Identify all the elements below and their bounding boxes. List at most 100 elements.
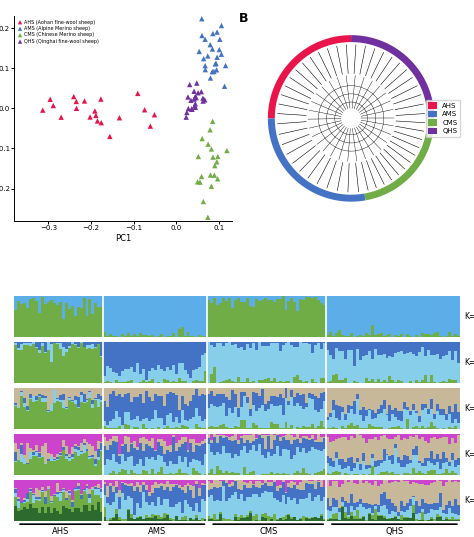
Bar: [439, 516, 442, 517]
Bar: [80, 343, 82, 383]
Bar: [172, 434, 174, 438]
Bar: [181, 520, 183, 521]
Bar: [35, 434, 38, 445]
Bar: [445, 434, 448, 437]
Bar: [385, 335, 389, 337]
Bar: [145, 490, 148, 503]
Bar: [172, 488, 174, 507]
Bar: [383, 472, 385, 475]
Bar: [389, 404, 392, 422]
Bar: [62, 388, 65, 394]
Bar: [409, 296, 412, 336]
Bar: [240, 434, 243, 436]
Bar: [82, 442, 85, 445]
Bar: [454, 404, 457, 419]
Bar: [106, 342, 109, 366]
Bar: [213, 367, 216, 383]
Bar: [323, 342, 326, 343]
Bar: [121, 382, 124, 383]
Bar: [216, 296, 219, 304]
Bar: [130, 336, 133, 337]
AHS (Aohan fine-wool sheep): [146, 122, 154, 130]
Bar: [59, 296, 62, 302]
Bar: [439, 382, 442, 383]
Bar: [65, 296, 68, 303]
Bar: [317, 434, 320, 442]
Bar: [421, 380, 424, 383]
Bar: [255, 514, 258, 520]
Bar: [258, 396, 261, 408]
Bar: [332, 498, 335, 507]
Bar: [347, 405, 350, 413]
Bar: [77, 483, 80, 486]
Bar: [35, 445, 38, 452]
Bar: [284, 519, 288, 521]
Bar: [225, 500, 228, 519]
Bar: [243, 296, 246, 302]
Bar: [23, 343, 26, 345]
AHS (Aohan fine-wool sheep): [81, 97, 88, 105]
Bar: [389, 499, 392, 514]
Bar: [121, 397, 124, 425]
Bar: [228, 408, 231, 428]
Bar: [190, 480, 192, 485]
Bar: [246, 427, 249, 429]
Bar: [219, 454, 222, 470]
Bar: [32, 396, 35, 402]
Bar: [305, 381, 308, 383]
Bar: [359, 504, 362, 518]
Bar: [213, 437, 216, 455]
Bar: [178, 378, 181, 383]
Bar: [365, 469, 368, 475]
Bar: [77, 486, 80, 489]
Bar: [430, 410, 433, 422]
Bar: [427, 443, 430, 458]
Bar: [47, 388, 50, 410]
Bar: [44, 504, 47, 513]
Bar: [451, 388, 454, 412]
Bar: [430, 483, 433, 504]
Bar: [14, 494, 17, 497]
Bar: [291, 459, 293, 475]
Bar: [403, 467, 406, 474]
Bar: [29, 388, 32, 395]
Bar: [65, 456, 68, 459]
Bar: [240, 420, 243, 429]
Bar: [190, 401, 192, 419]
Bar: [412, 449, 415, 455]
Bar: [133, 419, 136, 427]
Bar: [377, 335, 380, 337]
Bar: [401, 296, 403, 333]
QHS (Qinghai fine-wool sheep): [191, 99, 199, 108]
CMS (Chinese Merino sheep): [208, 182, 215, 191]
Bar: [305, 296, 308, 297]
Bar: [121, 480, 124, 482]
Bar: [332, 342, 335, 359]
Bar: [362, 517, 365, 521]
Bar: [32, 296, 35, 299]
Bar: [439, 410, 442, 415]
Bar: [225, 301, 228, 337]
Bar: [174, 464, 178, 473]
Bar: [267, 378, 270, 383]
Bar: [20, 503, 23, 510]
Bar: [246, 403, 249, 427]
Bar: [169, 507, 172, 518]
Bar: [207, 516, 210, 519]
Bar: [418, 439, 421, 461]
Bar: [317, 412, 320, 426]
Bar: [252, 307, 255, 337]
Bar: [94, 399, 97, 401]
Bar: [356, 382, 359, 383]
Bar: [350, 471, 353, 475]
Bar: [219, 488, 222, 502]
Bar: [350, 388, 353, 407]
Bar: [320, 487, 323, 500]
Bar: [65, 409, 68, 429]
Bar: [237, 520, 240, 521]
Bar: [124, 483, 127, 485]
Bar: [17, 499, 20, 502]
Bar: [362, 434, 365, 438]
Bar: [305, 343, 308, 381]
Bar: [59, 401, 62, 402]
